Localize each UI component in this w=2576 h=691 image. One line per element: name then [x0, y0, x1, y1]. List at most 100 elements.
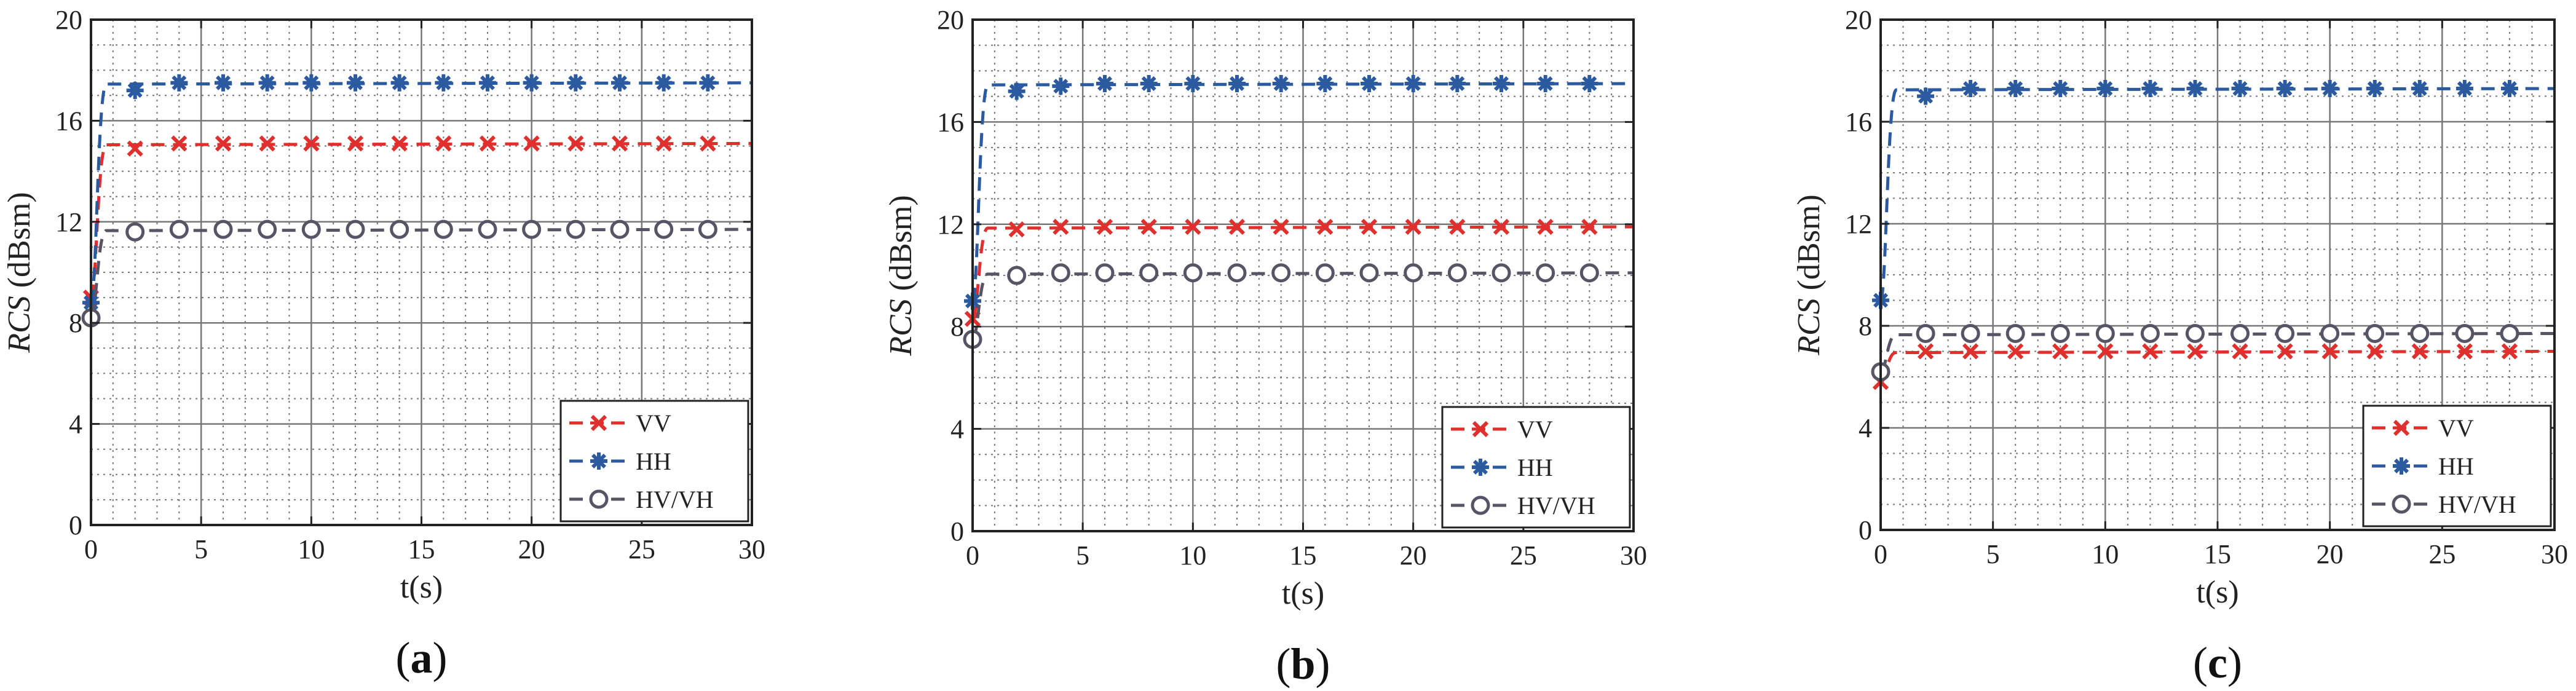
panel-a-ylabel: RCS (dBsm)	[2, 192, 37, 353]
panel-c: 0 5 10 15 20 25 30 0 4 8 12 16 20 t(s) RCS (dBsm) (c) VV…	[1792, 5, 2568, 687]
panel-c-point-hvvh	[2140, 323, 2160, 343]
y-tick-label: 20	[1845, 5, 1872, 35]
panel-a-point-vv	[700, 135, 716, 152]
panel-a-point-hvvh	[301, 219, 321, 239]
legend-label-hh: HH	[1517, 454, 1553, 481]
y-tick-label: 8	[69, 308, 82, 338]
x-tick-label: 0	[84, 534, 98, 564]
y-tick-label: 16	[1845, 107, 1872, 137]
legend-marker-hvvh	[1471, 496, 1490, 515]
panel-b-point-vv	[1581, 218, 1598, 235]
panel-a-point-hh	[390, 74, 408, 92]
panel-a-point-hh	[170, 74, 188, 92]
y-tick-label: 4	[1859, 413, 1872, 443]
panel-a-point-hh	[126, 82, 144, 100]
x-tick-label: 10	[2092, 539, 2119, 569]
panel-c-point-hvvh	[2320, 323, 2340, 343]
panel-a-xlabel: t(s)	[400, 570, 443, 605]
panel-c-point-hvvh	[1916, 323, 1935, 343]
panel-b-point-vv	[1361, 218, 1378, 235]
panel-a-point-hh	[611, 74, 628, 92]
x-tick-label: 20	[1400, 540, 1427, 571]
panel-a-point-hvvh	[698, 219, 717, 239]
panel-c-point-vv	[1917, 343, 1934, 360]
panel-b-point-hvvh	[1536, 263, 1555, 283]
panel-c-point-hh	[2141, 80, 2159, 98]
panel-b-point-hvvh	[1227, 263, 1247, 283]
panel-b-point-hvvh	[1139, 263, 1159, 283]
panel-b-point-hvvh	[1095, 263, 1115, 283]
legend-label-hh: HH	[2438, 452, 2474, 480]
panel-c-point-hvvh	[2230, 323, 2250, 343]
panel-c-point-hh	[2276, 80, 2294, 98]
panel-a-point-hh	[523, 74, 540, 92]
x-tick-label: 0	[966, 540, 979, 571]
panel-b-point-hh	[1361, 75, 1378, 92]
panel-b-point-hh	[1316, 75, 1334, 92]
panel-a-point-hh	[347, 74, 364, 92]
x-tick-label: 10	[1179, 540, 1206, 571]
panel-b-point-hh	[1272, 75, 1290, 92]
panel-c-point-vv	[2187, 343, 2203, 360]
panel-a-point-vv	[259, 135, 275, 152]
panel-a-series-vv	[82, 135, 753, 306]
panel-c-point-hvvh	[2275, 323, 2295, 343]
panel-b-point-vv	[1053, 218, 1069, 235]
legend-label-hh: HH	[636, 448, 671, 475]
panel-a-grid	[91, 20, 752, 525]
panel-b-point-hvvh	[1404, 263, 1423, 283]
x-tick-label: 20	[2317, 539, 2344, 569]
panel-c-line-hh	[1879, 87, 2555, 302]
panel-c-point-vv	[2277, 343, 2293, 360]
y-tick-label: 0	[950, 516, 964, 547]
legend-label-vv: VV	[1517, 416, 1553, 443]
panel-c-point-hh	[2052, 80, 2069, 98]
panel-b-point-hh	[1184, 75, 1202, 92]
panel-b-point-vv	[1537, 218, 1554, 235]
panel-b-point-hvvh	[1007, 266, 1027, 285]
panel-b-point-vv	[1273, 218, 1289, 235]
x-tick-label: 5	[1986, 539, 2000, 569]
panel-b-point-hh	[1052, 77, 1070, 95]
panel-b-point-hvvh	[1271, 263, 1291, 283]
panel-a-point-vv	[303, 135, 320, 152]
panel-a-point-hvvh	[610, 219, 630, 239]
panel-c-point-hvvh	[2095, 323, 2115, 343]
panel-b-series-vv	[964, 218, 1634, 327]
panel-a-legend: VV HH HV/VH	[559, 400, 749, 523]
panel-c-legend: VV HH HV/VH	[2362, 405, 2552, 527]
panel-c-point-vv	[2142, 343, 2159, 360]
x-tick-label: 25	[2428, 539, 2455, 569]
panel-b-legend: VV HH HV/VH	[1441, 406, 1631, 529]
panel-c-point-hh	[2321, 80, 2339, 98]
panel-c-point-hh	[2411, 80, 2428, 98]
panel-b-point-hh	[1228, 75, 1246, 92]
panel-b-point-vv	[1405, 218, 1421, 235]
panel-c-point-hh	[2366, 80, 2384, 98]
panel-b-point-vv	[1449, 218, 1466, 235]
x-tick-label: 30	[1620, 540, 1647, 571]
panel-a-point-hvvh	[478, 219, 497, 239]
panel-a-point-hh	[567, 74, 585, 92]
y-tick-label: 4	[69, 409, 82, 440]
y-tick-label: 12	[937, 210, 964, 240]
panel-c-point-hh	[1962, 80, 1980, 98]
panel-b-point-vv	[1096, 218, 1113, 235]
panel-a-point-hvvh	[346, 219, 365, 239]
x-tick-label: 30	[2541, 539, 2568, 569]
y-tick-label: 12	[55, 207, 82, 237]
x-tick-label: 5	[1076, 540, 1089, 571]
panel-a-point-hh	[655, 74, 673, 92]
panel-a-point-hvvh	[433, 219, 453, 239]
panel-b-point-vv	[1493, 218, 1510, 235]
panel-b-point-hvvh	[1579, 263, 1599, 283]
panel-b-point-hh	[1096, 75, 1113, 92]
panel-a-point-vv	[435, 135, 452, 152]
legend-marker-vv	[590, 414, 607, 432]
panel-c-point-hh	[2007, 80, 2025, 98]
panel-a-point-hh	[258, 74, 276, 92]
panel-c-grid	[1881, 20, 2554, 530]
legend-marker-hh	[2393, 457, 2410, 475]
y-tick-label: 8	[1859, 311, 1872, 341]
panel-a-point-hvvh	[566, 219, 585, 239]
